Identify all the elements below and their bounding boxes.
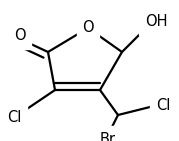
Text: OH: OH (145, 15, 167, 29)
Text: O: O (82, 20, 94, 36)
Text: Cl: Cl (156, 97, 170, 113)
Text: Cl: Cl (7, 110, 21, 125)
Text: O: O (14, 28, 26, 44)
Text: Br: Br (100, 132, 116, 141)
